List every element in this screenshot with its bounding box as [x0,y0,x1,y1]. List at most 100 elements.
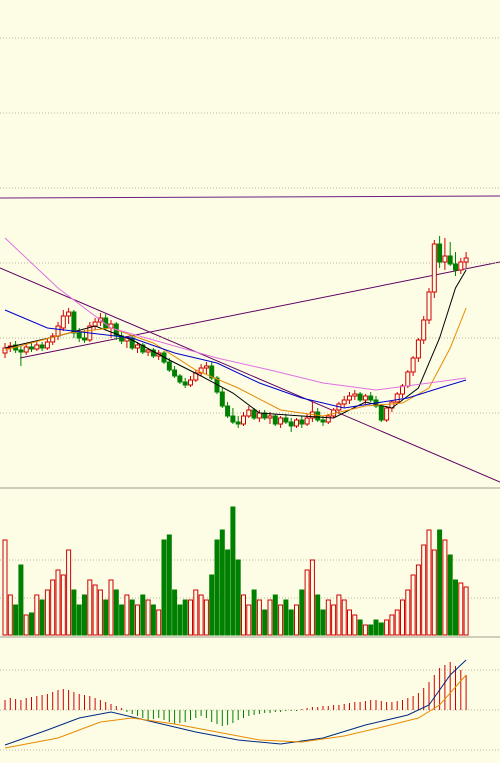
volume-bar [135,604,140,636]
candle-body [437,243,443,263]
volume-bar [426,529,432,636]
trend-line [0,195,500,199]
candle-body [341,399,347,405]
volume-bar [447,554,453,636]
candle-body [18,349,24,353]
volume-bar [140,594,146,636]
volume-bar [368,624,374,636]
volume-bar [421,544,427,636]
volume-bar [119,604,125,636]
candle-body [219,391,225,407]
volume-bar [458,582,464,636]
volume-bar [463,586,469,636]
volume-bar [267,599,273,636]
volume-bar [18,564,24,636]
candle-body [29,346,34,350]
candle-body [431,243,437,293]
volume-bar [29,612,34,636]
volume-bar [315,594,321,636]
volume-bar [431,549,437,636]
indicator-line [4,237,467,391]
volume-bar [272,594,278,636]
candle-body [225,405,231,417]
volume-bar [410,574,416,636]
volume-bar [309,559,315,636]
volume-bar [7,594,13,636]
candle-body [177,375,183,383]
candle-body [463,257,469,263]
candle-body [400,385,405,395]
volume-bar [76,604,82,636]
trend-line [19,261,500,359]
volume-bar [299,589,305,636]
candle-body [421,319,427,341]
volume-bar [362,624,368,636]
candle-body [378,405,384,421]
candle-body [166,361,172,371]
candle-body [71,311,77,334]
candle-body [362,395,368,401]
candle-body [34,344,40,350]
indicator-line [4,674,467,749]
volume-bar [161,539,167,636]
candle-body [172,369,178,377]
volume-bar [145,599,151,636]
volume-bar [44,589,50,636]
volume-bar [320,609,326,636]
volume-bar [288,609,294,636]
volume-bar [341,599,347,636]
volume-bar [453,579,458,636]
candle-body [315,411,321,421]
candle-body [50,335,56,343]
candle-body [182,381,188,386]
volume-bar [336,594,342,636]
indicator-line [4,659,467,746]
candle-body [299,419,305,425]
candle-body [278,417,284,425]
volume-bar [251,589,257,636]
candle-body [283,417,289,423]
volume-bar [103,599,109,636]
volume-bar [230,506,236,636]
volume-bar [405,589,411,636]
volume-bar [60,574,66,636]
volume-bar [331,604,337,636]
volume-bar [347,609,352,636]
candle-body [140,344,146,353]
volume-bar [400,599,405,636]
candle-body [60,315,66,329]
volume-bar [325,599,331,636]
candle-body [394,393,400,403]
volume-bar [235,559,241,636]
volume-bar [50,579,56,636]
candle-body [447,255,453,265]
candle-body [246,409,252,417]
candle-body [384,407,390,421]
candle-body [347,395,352,401]
trend-line [0,267,500,483]
volume-bar [304,569,310,636]
volume-bar [188,599,193,636]
candle-body [198,367,204,374]
candle-body [325,415,331,423]
candle-body [55,325,61,337]
candle-body [241,415,246,425]
candle-body [23,346,29,353]
volume-bar [262,609,268,636]
candle-body [135,344,140,349]
candle-body [76,332,82,339]
candle-body [352,393,358,397]
candle-body [230,415,236,423]
candle-body [368,395,374,401]
volume-bar [415,564,421,636]
volume-bar [373,619,379,636]
volume-bar [124,594,130,636]
volume-bar [225,549,231,636]
volume-bar [97,589,103,636]
volume-bar [113,589,119,636]
indicator-line [4,269,467,419]
volume-bar [357,619,363,636]
candle-body [453,263,458,271]
